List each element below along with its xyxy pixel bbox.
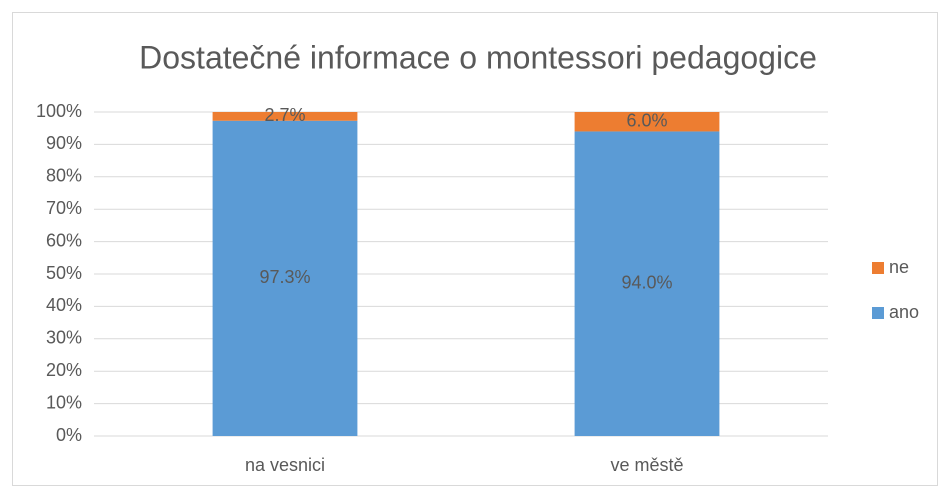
y-tick-label: 40% [46, 295, 82, 315]
bar-segment [574, 131, 720, 436]
legend-swatch [872, 307, 884, 319]
x-tick-label: na vesnici [245, 455, 325, 475]
y-tick-label: 100% [36, 101, 82, 121]
bar-segment [212, 120, 358, 437]
y-tick-label: 60% [46, 230, 82, 250]
y-tick-label: 50% [46, 263, 82, 283]
bar-segment [212, 112, 358, 121]
legend-swatch [872, 262, 884, 274]
bar-segment [574, 112, 720, 132]
y-tick-label: 80% [46, 166, 82, 186]
legend-label: ne [889, 257, 909, 277]
legend-label: ano [889, 302, 919, 322]
data-label: 2.7% [264, 105, 305, 125]
y-tick-label: 0% [56, 425, 82, 445]
y-tick-label: 90% [46, 133, 82, 153]
y-tick-label: 30% [46, 328, 82, 348]
y-tick-label: 10% [46, 392, 82, 412]
data-label: 94.0% [621, 272, 672, 292]
data-label: 97.3% [259, 267, 310, 287]
y-tick-label: 20% [46, 360, 82, 380]
x-tick-label: ve městě [610, 455, 683, 475]
chart-title: Dostatečné informace o montessori pedago… [139, 39, 817, 75]
chart-border [12, 12, 938, 486]
y-tick-label: 70% [46, 198, 82, 218]
data-label: 6.0% [626, 110, 667, 130]
